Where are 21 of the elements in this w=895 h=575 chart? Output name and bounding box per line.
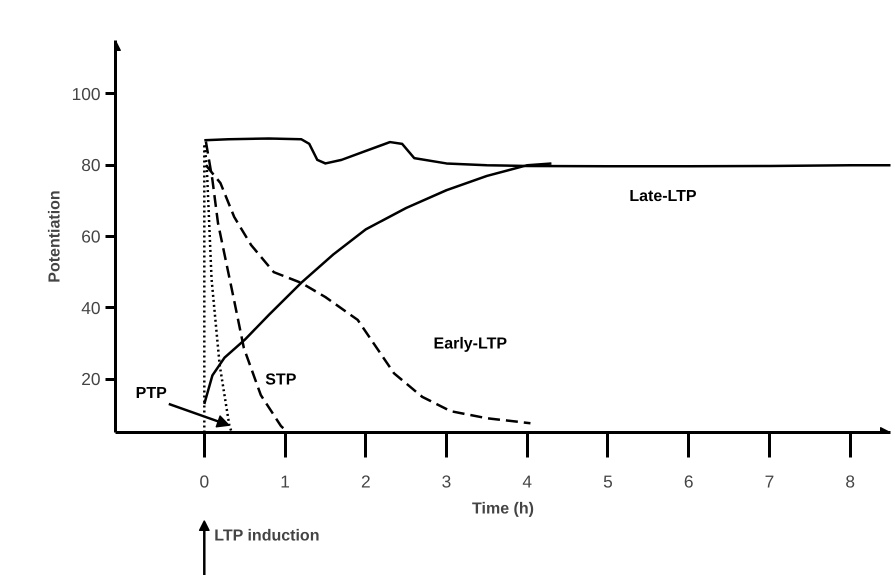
x-axis-title: Time (h) — [472, 500, 534, 518]
text: PTP — [136, 384, 168, 402]
x-tick-label: 8 — [845, 472, 855, 492]
x-tick-label: 3 — [442, 472, 452, 492]
y-tick-label: 60 — [81, 226, 101, 246]
y-tick-label: 20 — [81, 369, 101, 390]
y-axis-title: Potentiation — [46, 190, 64, 283]
x-tick-label: 4 — [522, 472, 532, 492]
text: Early-LTP — [434, 335, 508, 352]
x-tick-label: 6 — [684, 472, 694, 492]
y-tick-label: 100 — [72, 84, 101, 104]
y-tick-label: 40 — [81, 298, 101, 318]
text: LTP induction — [214, 527, 320, 544]
x-tick-label: 2 — [360, 472, 371, 492]
series-label: STP — [265, 372, 297, 389]
series-label: Late-LTP — [629, 188, 697, 205]
x-tick-label: 1 — [280, 472, 290, 492]
y-tick-label: 80 — [81, 155, 101, 176]
x-tick-label: 5 — [603, 472, 613, 492]
x-tick-label: 0 — [199, 472, 210, 492]
x-tick-label: 7 — [764, 472, 774, 492]
